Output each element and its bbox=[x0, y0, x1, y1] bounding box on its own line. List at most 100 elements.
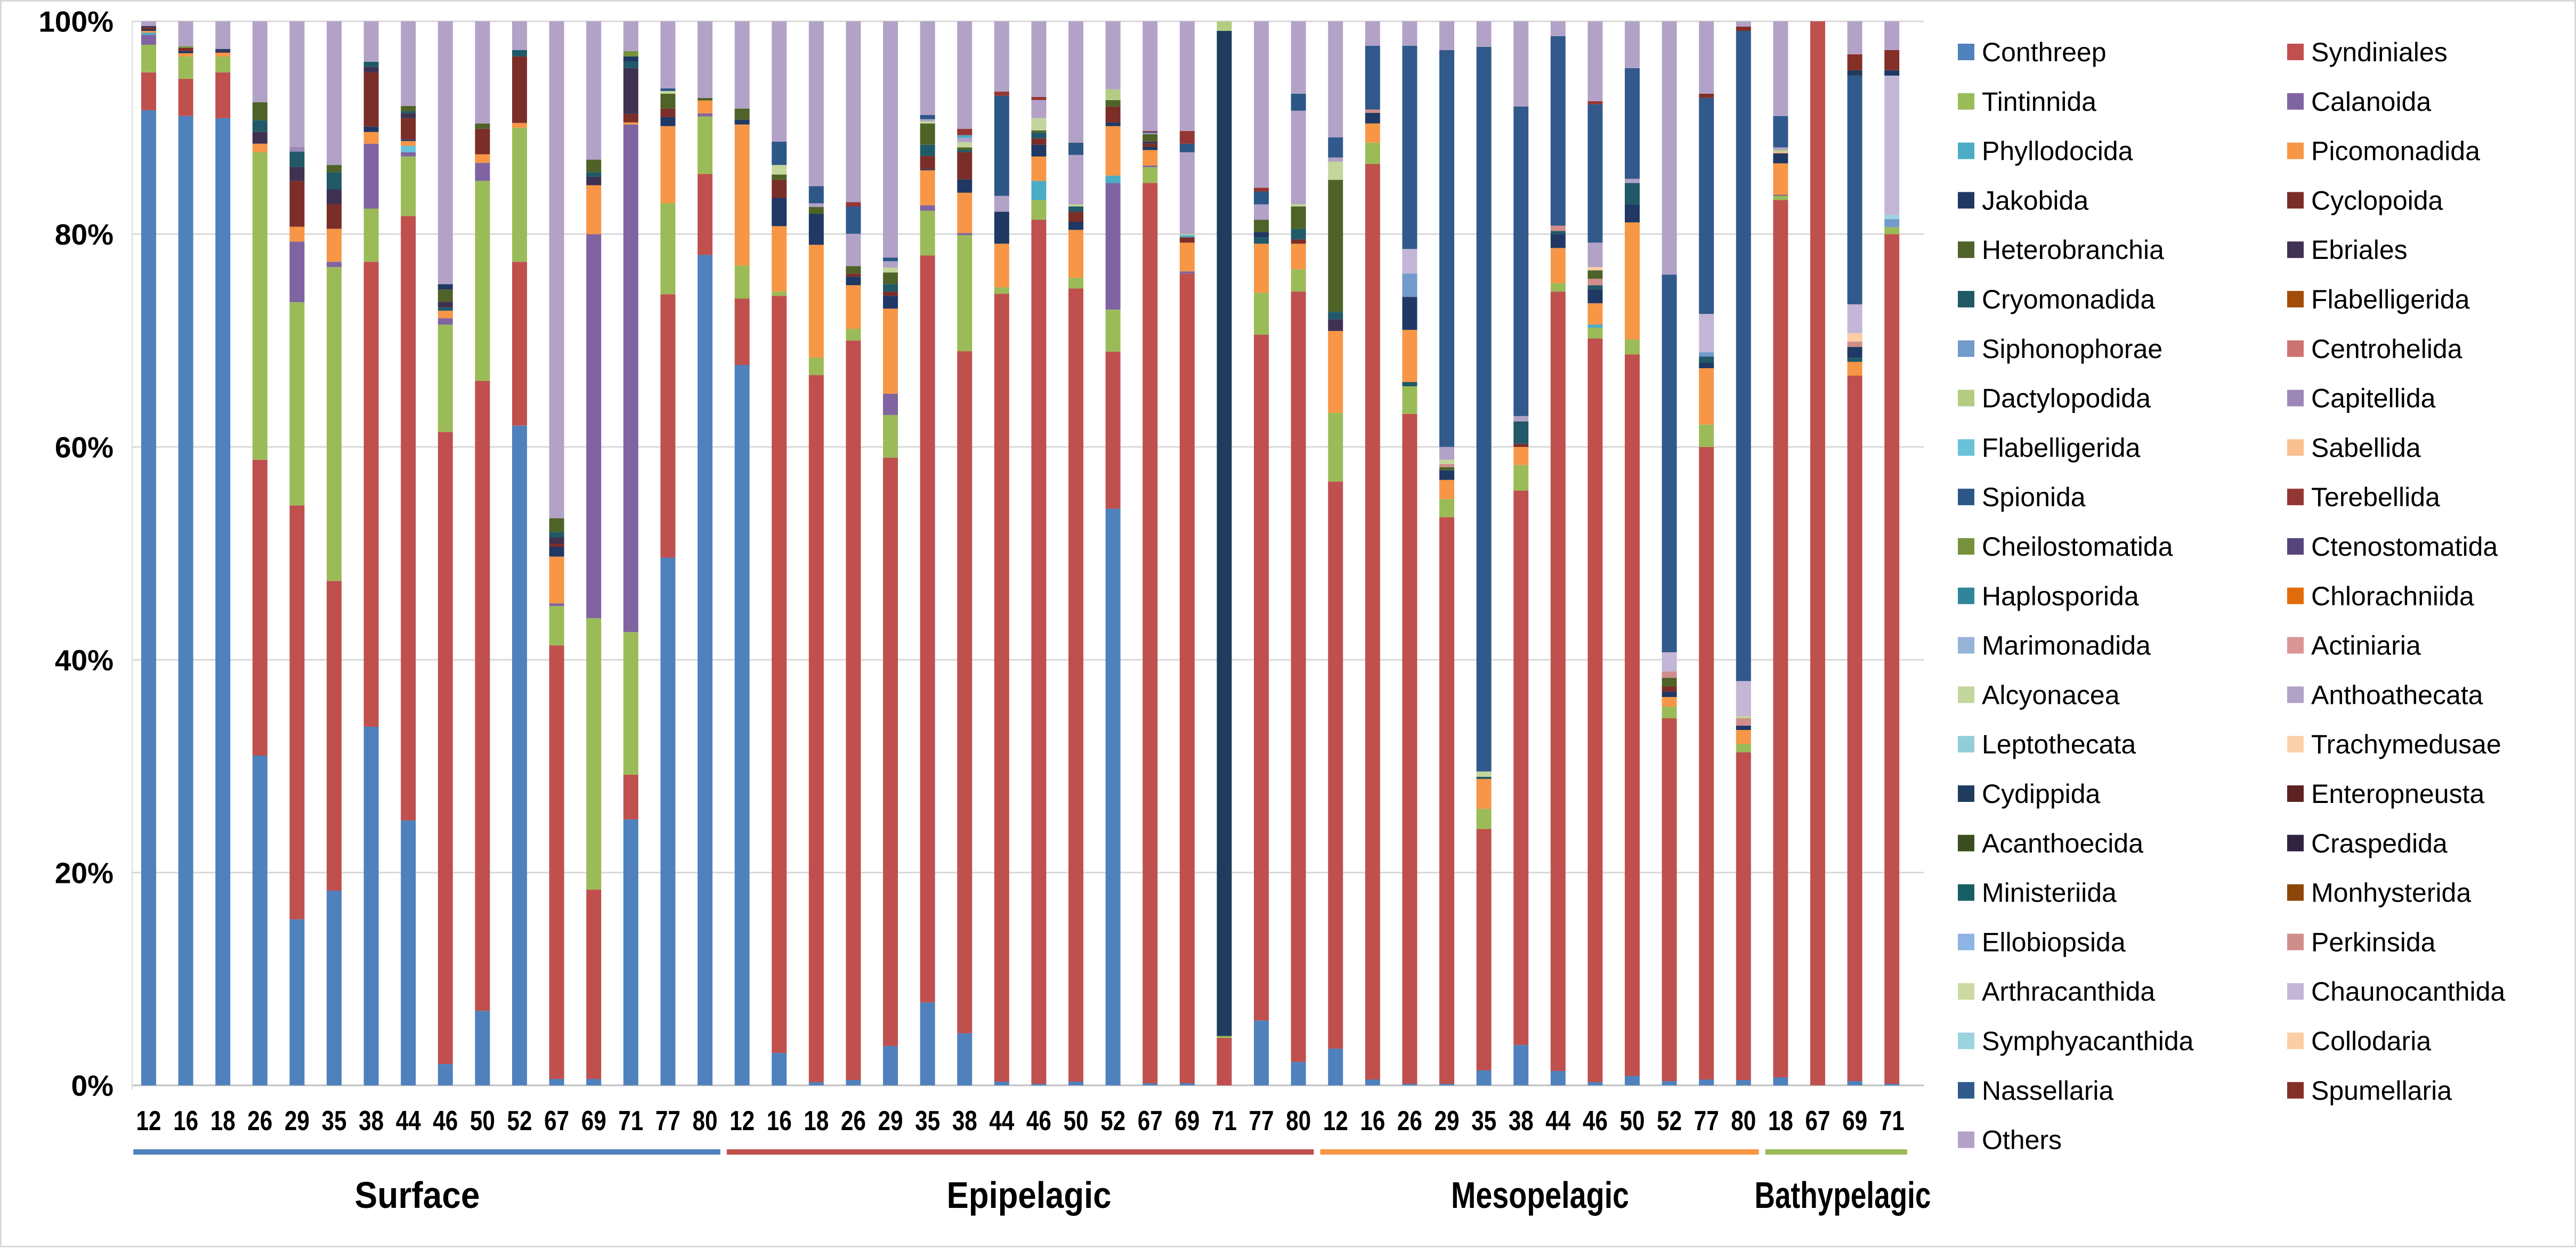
svg-text:35: 35 bbox=[915, 1106, 940, 1137]
svg-text:69: 69 bbox=[581, 1106, 606, 1137]
svg-text:12: 12 bbox=[136, 1106, 161, 1137]
svg-text:Phyllodocida: Phyllodocida bbox=[1982, 136, 2133, 166]
svg-text:Spumellaria: Spumellaria bbox=[2311, 1076, 2452, 1106]
svg-text:Cheilostomatida: Cheilostomatida bbox=[1982, 532, 2173, 562]
svg-text:Enteropneusta: Enteropneusta bbox=[2311, 779, 2484, 809]
svg-text:Ellobiopsida: Ellobiopsida bbox=[1982, 927, 2126, 957]
svg-text:71: 71 bbox=[1880, 1106, 1905, 1137]
svg-text:16: 16 bbox=[173, 1106, 198, 1137]
svg-text:Ministeriida: Ministeriida bbox=[1982, 878, 2117, 908]
svg-text:38: 38 bbox=[359, 1106, 384, 1137]
svg-text:52: 52 bbox=[1100, 1106, 1125, 1137]
svg-text:Flabelligerida: Flabelligerida bbox=[2311, 285, 2470, 314]
svg-text:29: 29 bbox=[285, 1106, 310, 1137]
svg-text:38: 38 bbox=[1509, 1106, 1534, 1137]
svg-text:67: 67 bbox=[1805, 1106, 1830, 1137]
svg-text:Trachymedusae: Trachymedusae bbox=[2311, 729, 2501, 759]
svg-text:77: 77 bbox=[1694, 1106, 1719, 1137]
svg-text:0%: 0% bbox=[71, 1069, 114, 1102]
svg-text:80%: 80% bbox=[55, 218, 114, 251]
svg-text:Chaunocanthida: Chaunocanthida bbox=[2311, 977, 2505, 1007]
svg-text:Syndiniales: Syndiniales bbox=[2311, 37, 2448, 67]
svg-text:69: 69 bbox=[1842, 1106, 1867, 1137]
svg-text:Haplosporida: Haplosporida bbox=[1982, 581, 2139, 611]
svg-text:Capitellida: Capitellida bbox=[2311, 384, 2436, 413]
svg-text:52: 52 bbox=[1657, 1106, 1682, 1137]
svg-text:29: 29 bbox=[878, 1106, 903, 1137]
svg-text:Actiniaria: Actiniaria bbox=[2311, 631, 2421, 661]
svg-text:Surface: Surface bbox=[355, 1174, 480, 1216]
svg-text:40%: 40% bbox=[55, 644, 114, 677]
svg-text:69: 69 bbox=[1174, 1106, 1200, 1137]
svg-text:Monhysterida: Monhysterida bbox=[2311, 878, 2471, 908]
svg-text:35: 35 bbox=[1471, 1106, 1496, 1137]
svg-text:26: 26 bbox=[247, 1106, 272, 1137]
svg-text:26: 26 bbox=[841, 1106, 866, 1137]
svg-text:Craspedida: Craspedida bbox=[2311, 829, 2448, 858]
svg-text:46: 46 bbox=[433, 1106, 458, 1137]
svg-text:46: 46 bbox=[1026, 1106, 1051, 1137]
svg-text:44: 44 bbox=[989, 1106, 1014, 1137]
svg-text:Cydippida: Cydippida bbox=[1982, 779, 2101, 809]
svg-text:Perkinsida: Perkinsida bbox=[2311, 927, 2436, 957]
svg-text:44: 44 bbox=[396, 1106, 421, 1137]
svg-text:71: 71 bbox=[1212, 1106, 1237, 1137]
svg-text:Calanoida: Calanoida bbox=[2311, 87, 2431, 117]
svg-text:16: 16 bbox=[767, 1106, 792, 1137]
svg-text:50: 50 bbox=[470, 1106, 495, 1137]
svg-text:50: 50 bbox=[1064, 1106, 1089, 1137]
svg-text:Cryomonadida: Cryomonadida bbox=[1982, 285, 2155, 314]
svg-text:80: 80 bbox=[1731, 1106, 1756, 1137]
svg-text:Dactylopodida: Dactylopodida bbox=[1982, 384, 2151, 413]
svg-text:50: 50 bbox=[1620, 1106, 1645, 1137]
svg-text:Ebriales: Ebriales bbox=[2311, 235, 2408, 265]
svg-text:Cyclopoida: Cyclopoida bbox=[2311, 185, 2443, 215]
svg-text:18: 18 bbox=[210, 1106, 236, 1137]
svg-text:52: 52 bbox=[507, 1106, 532, 1137]
svg-text:Marimonadida: Marimonadida bbox=[1982, 631, 2151, 661]
svg-text:Conthreep: Conthreep bbox=[1982, 37, 2107, 67]
svg-text:100%: 100% bbox=[38, 5, 114, 38]
svg-text:60%: 60% bbox=[55, 431, 114, 464]
svg-text:Spionida: Spionida bbox=[1982, 482, 2086, 512]
svg-text:35: 35 bbox=[322, 1106, 347, 1137]
svg-text:12: 12 bbox=[730, 1106, 755, 1137]
svg-text:Epipelagic: Epipelagic bbox=[947, 1174, 1112, 1216]
svg-text:46: 46 bbox=[1583, 1106, 1608, 1137]
svg-text:Symphyacanthida: Symphyacanthida bbox=[1982, 1026, 2194, 1056]
svg-text:12: 12 bbox=[1323, 1106, 1348, 1137]
svg-text:29: 29 bbox=[1435, 1106, 1460, 1137]
svg-text:Acanthoecida: Acanthoecida bbox=[1982, 829, 2143, 858]
svg-text:Jakobida: Jakobida bbox=[1982, 185, 2088, 215]
svg-text:80: 80 bbox=[1286, 1106, 1311, 1137]
svg-text:18: 18 bbox=[804, 1106, 829, 1137]
svg-text:Alcyonacea: Alcyonacea bbox=[1982, 680, 2120, 710]
svg-text:Centrohelida: Centrohelida bbox=[2311, 334, 2462, 364]
svg-text:Heterobranchia: Heterobranchia bbox=[1982, 235, 2164, 265]
svg-text:Others: Others bbox=[1982, 1125, 2062, 1155]
svg-text:71: 71 bbox=[618, 1106, 643, 1137]
svg-text:Flabelligerida: Flabelligerida bbox=[1982, 433, 2141, 462]
svg-text:Ctenostomatida: Ctenostomatida bbox=[2311, 532, 2498, 562]
svg-text:16: 16 bbox=[1360, 1106, 1385, 1137]
svg-text:Mesopelagic: Mesopelagic bbox=[1451, 1174, 1629, 1216]
svg-text:Nassellaria: Nassellaria bbox=[1982, 1076, 2114, 1106]
svg-text:26: 26 bbox=[1397, 1106, 1422, 1137]
svg-text:Arthracanthida: Arthracanthida bbox=[1982, 977, 2155, 1007]
svg-text:Terebellida: Terebellida bbox=[2311, 482, 2440, 512]
svg-text:Siphonophorae: Siphonophorae bbox=[1982, 334, 2162, 364]
svg-text:80: 80 bbox=[693, 1106, 718, 1137]
svg-text:Chlorachniida: Chlorachniida bbox=[2311, 581, 2474, 611]
svg-text:77: 77 bbox=[655, 1106, 681, 1137]
svg-text:Collodaria: Collodaria bbox=[2311, 1026, 2431, 1056]
svg-text:Anthoathecata: Anthoathecata bbox=[2311, 680, 2483, 710]
svg-text:77: 77 bbox=[1249, 1106, 1274, 1137]
svg-text:38: 38 bbox=[952, 1106, 977, 1137]
svg-text:Picomonadida: Picomonadida bbox=[2311, 136, 2480, 166]
svg-text:67: 67 bbox=[1138, 1106, 1163, 1137]
svg-text:20%: 20% bbox=[55, 856, 114, 889]
svg-text:18: 18 bbox=[1768, 1106, 1793, 1137]
svg-text:67: 67 bbox=[544, 1106, 569, 1137]
svg-text:Leptothecata: Leptothecata bbox=[1982, 729, 2136, 759]
svg-text:Tintinnida: Tintinnida bbox=[1982, 87, 2096, 117]
